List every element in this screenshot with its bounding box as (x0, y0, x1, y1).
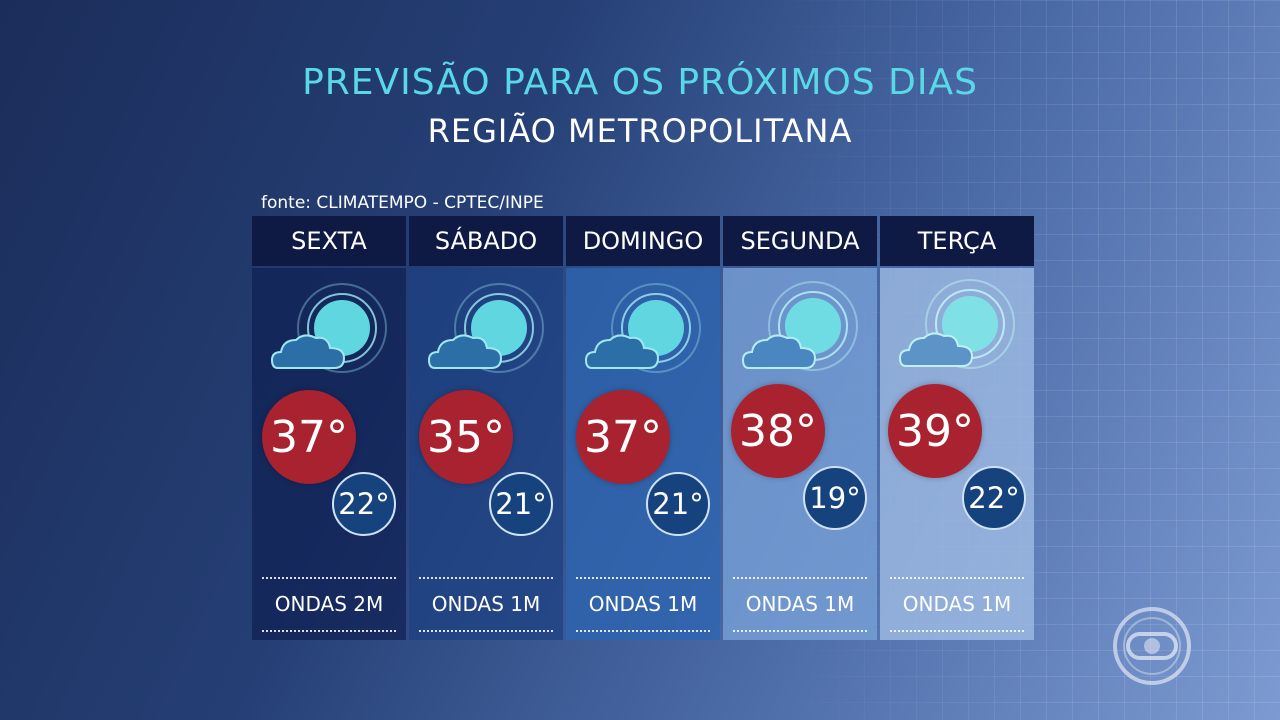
min-temperature: 21° (489, 472, 553, 536)
day-panel: 39° 22° ONDAS 1M (880, 268, 1034, 640)
divider (262, 630, 396, 632)
forecast-day-sabado: SÁBADO 35° 21° ONDAS 1M (409, 216, 563, 640)
day-panel: 38° 19° ONDAS 1M (723, 268, 877, 640)
sun-behind-cloud-icon (427, 283, 544, 373)
max-temperature: 38° (731, 384, 825, 478)
divider (419, 577, 553, 579)
day-name: TERÇA (880, 216, 1034, 266)
day-name: DOMINGO (566, 216, 720, 266)
divider (733, 577, 867, 579)
divider (576, 630, 710, 632)
min-temperature: 22° (962, 466, 1026, 530)
divider (733, 630, 867, 632)
data-source: fonte: CLIMATEMPO - CPTEC/INPE (261, 193, 544, 213)
day-name: SEGUNDA (723, 216, 877, 266)
wave-height: ONDAS 2M (274, 592, 384, 616)
max-temperature: 35° (419, 390, 513, 484)
day-name: SÁBADO (409, 216, 563, 266)
page-title: PREVISÃO PARA OS PRÓXIMOS DIAS (302, 62, 978, 103)
day-name: SEXTA (252, 216, 406, 266)
divider (890, 630, 1024, 632)
divider (262, 577, 396, 579)
day-panel: 37° 22° ONDAS 2M (252, 268, 406, 640)
divider (576, 577, 710, 579)
divider (890, 577, 1024, 579)
forecast-day-sexta: SEXTA 37° 22° ONDAS 2M (252, 216, 406, 640)
forecast-day-domingo: DOMINGO 37° 21° ONDAS 1M (566, 216, 720, 640)
sun-behind-cloud-icon (584, 283, 701, 373)
sun-behind-cloud-icon (898, 279, 1015, 369)
max-temperature: 37° (262, 390, 356, 484)
wave-height: ONDAS 1M (902, 592, 1012, 616)
min-temperature: 19° (803, 466, 867, 530)
sun-behind-cloud-icon (270, 283, 387, 373)
wave-height: ONDAS 1M (588, 592, 698, 616)
forecast-day-segunda: SEGUNDA 38° 19° ONDAS 1M (723, 216, 877, 640)
wave-height: ONDAS 1M (431, 592, 541, 616)
divider (419, 630, 553, 632)
max-temperature: 37° (576, 390, 670, 484)
sun-behind-cloud-icon (741, 281, 858, 371)
forecast-day-terca: TERÇA 39° 22° ONDAS 1M (880, 216, 1034, 640)
wave-height: ONDAS 1M (745, 592, 855, 616)
page-subtitle: REGIÃO METROPOLITANA (427, 112, 853, 150)
min-temperature: 22° (332, 472, 396, 536)
min-temperature: 21° (646, 472, 710, 536)
day-panel: 37° 21° ONDAS 1M (566, 268, 720, 640)
globo-logo-icon (1113, 607, 1191, 685)
day-panel: 35° 21° ONDAS 1M (409, 268, 563, 640)
max-temperature: 39° (888, 384, 982, 478)
